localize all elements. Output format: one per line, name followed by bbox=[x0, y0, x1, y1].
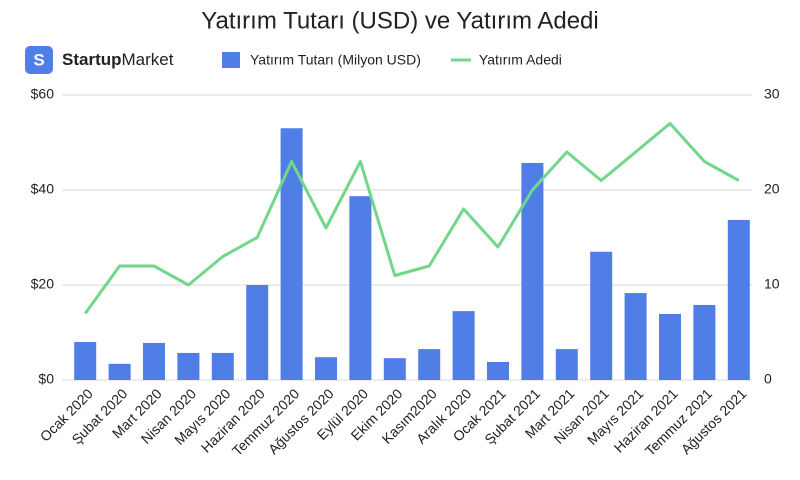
bar bbox=[418, 349, 441, 380]
legend: Yatırım Tutarı (Milyon USD) Yatırım Adedi bbox=[222, 52, 562, 68]
y-tick-label: $0 bbox=[38, 371, 54, 387]
logo-icon: S bbox=[33, 50, 44, 69]
bar bbox=[314, 357, 338, 380]
bar bbox=[658, 313, 682, 380]
y2-tick-label: 20 bbox=[764, 181, 780, 197]
bar bbox=[383, 358, 406, 380]
y2-tick-label: 10 bbox=[764, 276, 780, 292]
bar bbox=[486, 361, 510, 380]
bar bbox=[727, 219, 750, 380]
bar bbox=[590, 251, 613, 380]
legend-label: Yatırım Adedi bbox=[479, 52, 562, 68]
bar bbox=[280, 128, 303, 380]
bar bbox=[693, 304, 716, 380]
bar bbox=[246, 285, 269, 380]
legend-label: Yatırım Tutarı (Milyon USD) bbox=[250, 52, 421, 68]
y-tick-label: $20 bbox=[31, 276, 55, 292]
y-tick-label: $40 bbox=[31, 181, 55, 197]
logo-icon-bg bbox=[25, 46, 53, 74]
logo-text: StartupMarket bbox=[62, 50, 174, 69]
bar bbox=[177, 352, 200, 380]
bar bbox=[108, 363, 131, 380]
bar bbox=[624, 293, 647, 380]
bar bbox=[142, 342, 166, 380]
y2-tick-label: 0 bbox=[764, 371, 772, 387]
y-tick-label: $60 bbox=[31, 86, 55, 102]
line bbox=[83, 122, 740, 315]
bar bbox=[521, 162, 544, 380]
y2-tick-label: 30 bbox=[764, 86, 780, 102]
bar bbox=[555, 349, 578, 380]
legend-swatch bbox=[222, 52, 240, 68]
bar bbox=[74, 342, 97, 380]
bar bbox=[211, 352, 234, 380]
bar bbox=[349, 196, 372, 380]
bar bbox=[452, 311, 475, 380]
chart-title: Yatırım Tutarı (USD) ve Yatırım Adedi bbox=[201, 7, 598, 34]
logo-regular: Market bbox=[122, 50, 174, 69]
logo-bold: Startup bbox=[62, 50, 122, 69]
